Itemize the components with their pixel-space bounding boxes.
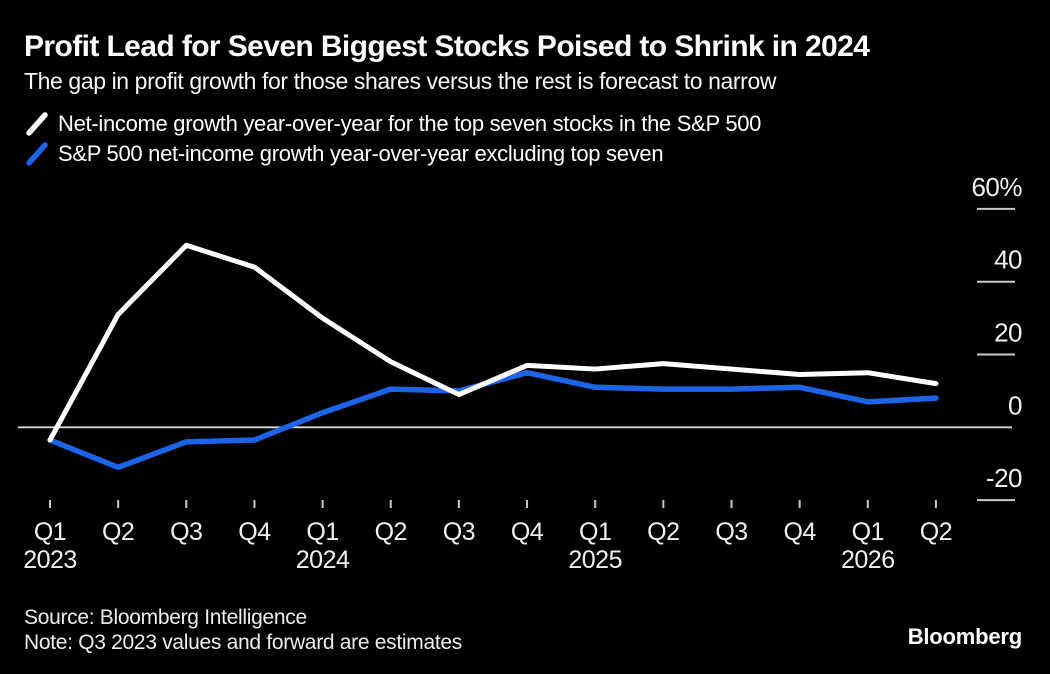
- footer: Source: Bloomberg Intelligence Note: Q3 …: [24, 605, 462, 655]
- x-axis-label: Q1: [852, 518, 884, 546]
- legend-slash-icon: [26, 112, 48, 136]
- y-axis-label: 0: [1008, 390, 1022, 420]
- x-axis-label: Q3: [443, 518, 475, 546]
- x-axis-label: Q1: [306, 518, 338, 546]
- y-axis-label: -20: [986, 463, 1022, 493]
- note-text: Note: Q3 2023 values and forward are est…: [24, 631, 462, 654]
- y-axis-label: 60%: [971, 172, 1022, 202]
- x-axis-label: Q4: [783, 518, 816, 546]
- x-axis-label: Q4: [238, 518, 271, 546]
- x-axis-label: Q2: [647, 518, 679, 546]
- series-line-top-seven: [47, 242, 939, 443]
- x-axis-label: Q1: [579, 518, 611, 546]
- x-axis-label: Q2: [375, 518, 407, 546]
- x-axis-label: Q1: [34, 518, 66, 546]
- x-axis-label: Q4: [511, 518, 544, 546]
- legend: Net-income growth year-over-year for the…: [24, 109, 761, 169]
- x-axis-year-label: 2024: [296, 546, 350, 574]
- legend-label-ex-top-seven: S&P 500 net-income growth year-over-year…: [58, 141, 664, 166]
- page-subtitle: The gap in profit growth for those share…: [24, 68, 777, 94]
- legend-item-ex-top-seven: S&P 500 net-income growth year-over-year…: [24, 139, 761, 169]
- x-axis-label: Q2: [920, 518, 952, 546]
- source-text: Source: Bloomberg Intelligence: [24, 606, 307, 629]
- legend-item-top-seven: Net-income growth year-over-year for the…: [24, 109, 761, 139]
- legend-label-top-seven: Net-income growth year-over-year for the…: [58, 111, 762, 136]
- page-title: Profit Lead for Seven Biggest Stocks Poi…: [24, 30, 870, 63]
- x-axis-year-label: 2023: [23, 546, 77, 574]
- y-axis-label: 20: [994, 318, 1022, 348]
- series-line-ex-top-seven: [47, 369, 939, 471]
- bloomberg-logo: Bloomberg: [907, 624, 1023, 649]
- x-axis-year-label: 2025: [568, 546, 622, 574]
- x-axis-label: Q3: [715, 518, 747, 546]
- x-axis-label: Q2: [102, 518, 134, 546]
- x-axis-year-label: 2026: [841, 546, 895, 574]
- y-axis-label: 40: [994, 245, 1022, 275]
- x-axis-label: Q3: [170, 518, 202, 546]
- legend-slash-icon: [26, 142, 48, 166]
